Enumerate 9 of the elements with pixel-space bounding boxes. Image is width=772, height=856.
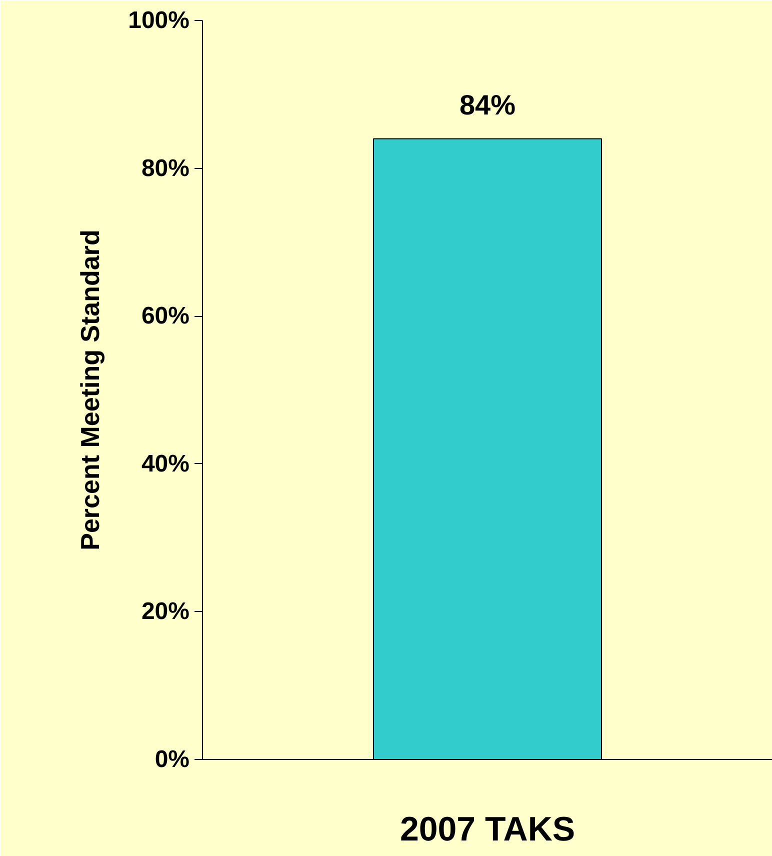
y-tick-label: 100%	[128, 7, 190, 34]
data-label: 84%	[459, 90, 516, 121]
x-tick-label: 2007 TAKS	[400, 810, 576, 848]
y-tick-label: 60%	[141, 302, 190, 330]
y-tick-label: 80%	[141, 154, 190, 182]
y-tick-label: 0%	[154, 746, 190, 773]
y-axis-title: Percent Meeting Standard	[75, 230, 106, 550]
y-tick-label: 40%	[141, 450, 190, 478]
y-tick-label: 20%	[141, 598, 190, 626]
